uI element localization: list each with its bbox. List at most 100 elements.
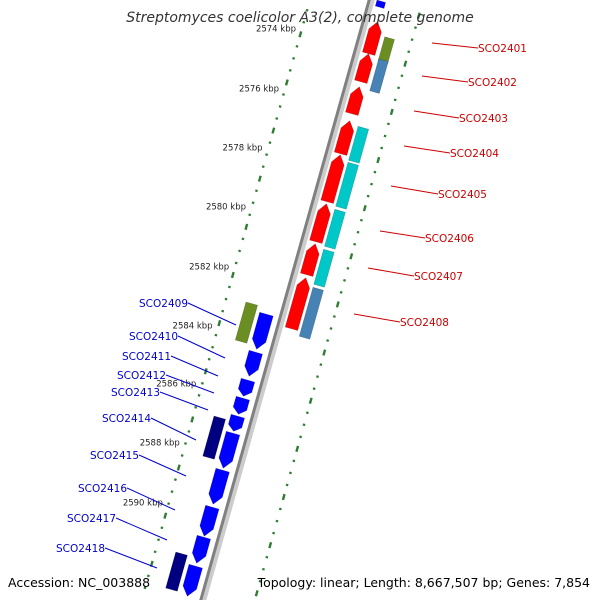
label-leader-lines <box>104 42 479 569</box>
gene-label-sco2413: SCO2413 <box>111 387 160 399</box>
tick-left <box>282 93 285 96</box>
tick-right <box>268 541 273 549</box>
leader-line <box>115 517 168 541</box>
tick-right <box>370 182 373 186</box>
feature-block <box>369 58 389 94</box>
feature-block <box>202 415 226 460</box>
gene-label-sco2406: SCO2406 <box>425 233 474 245</box>
tick-left <box>194 405 198 409</box>
scale-label: 2582 kbp <box>189 263 229 273</box>
leader-line <box>170 355 219 377</box>
gene-label-sco2407: SCO2407 <box>414 271 463 283</box>
tick-right <box>332 315 336 318</box>
feature-block <box>374 0 386 9</box>
gene-label-sco2405: SCO2405 <box>438 189 487 201</box>
tick-right <box>383 134 387 138</box>
tick-right <box>312 387 316 391</box>
tick-left <box>238 249 242 253</box>
tick-right <box>302 423 306 427</box>
backbone-shadow <box>201 0 375 600</box>
tick-right <box>413 26 417 30</box>
leader-line <box>390 185 439 195</box>
leader-line <box>150 417 197 441</box>
gene-arrows <box>182 21 382 597</box>
tick-right <box>410 38 414 42</box>
leader-line <box>403 145 451 154</box>
scale-labels: 2574 kbp 2576 kbp 2578 kbp 2580 kbp 2582 kbp… <box>123 25 296 509</box>
tick-left <box>146 574 150 578</box>
tick-right <box>403 60 408 67</box>
gene-label-sco2416: SCO2416 <box>78 483 127 495</box>
tick-right <box>386 122 390 126</box>
tick-right <box>281 493 286 501</box>
forward-gene-arrow <box>244 349 263 377</box>
gene-label-sco2408: SCO2408 <box>400 317 449 329</box>
tick-right <box>308 397 313 404</box>
tick-left <box>248 213 252 217</box>
tick-right <box>254 590 259 597</box>
tick-left <box>275 117 279 120</box>
tick-right <box>376 156 381 164</box>
gene-label-sco2403: SCO2403 <box>459 113 508 125</box>
tick-right <box>416 12 421 19</box>
feature-block <box>234 301 258 344</box>
tick-left <box>284 79 289 86</box>
tick-left <box>190 416 195 423</box>
tick-left <box>217 319 222 327</box>
tick-right <box>329 327 333 330</box>
tick-right <box>258 579 262 583</box>
reverse-gene-arrow <box>333 120 355 156</box>
tick-left <box>160 526 164 530</box>
gene-label-sco2418: SCO2418 <box>56 543 105 555</box>
tick-left <box>298 31 303 38</box>
tick-left <box>278 105 282 108</box>
tick-left <box>143 586 147 590</box>
tick-right <box>349 253 354 260</box>
tick-right <box>292 459 296 463</box>
gene-label-sco2404: SCO2404 <box>450 148 499 160</box>
tick-left <box>207 357 211 361</box>
forward-gene-arrow <box>208 467 230 505</box>
tick-left <box>197 393 201 397</box>
scale-label: 2574 kbp <box>256 25 296 35</box>
forward-gene-arrow <box>232 395 250 415</box>
accession-text: Accession: NC_003888 <box>8 575 151 590</box>
leader-line <box>159 391 209 411</box>
tick-left <box>173 478 177 481</box>
tick-left <box>157 538 160 542</box>
tick-left <box>305 8 309 12</box>
tick-right <box>295 445 300 453</box>
tick-left <box>224 297 228 301</box>
feature-block <box>335 161 359 210</box>
tick-right <box>299 435 303 439</box>
leader-line <box>421 75 469 83</box>
scale-label: 2576 kbp <box>239 85 279 95</box>
scale-label: 2580 kbp <box>206 203 246 213</box>
tick-left <box>265 153 269 157</box>
tick-right <box>278 507 282 511</box>
tick-right <box>346 266 350 270</box>
scale-label: 2584 kbp <box>173 322 213 332</box>
reverse-gene-arrow <box>309 203 331 244</box>
tick-left <box>230 271 235 279</box>
reverse-gene-arrow <box>320 154 345 204</box>
gene-label-sco2411: SCO2411 <box>122 351 171 363</box>
tick-left <box>167 502 171 506</box>
leader-line <box>367 267 415 277</box>
scale-label: 2578 kbp <box>223 144 263 154</box>
tick-right <box>389 108 394 116</box>
feature-block <box>348 125 370 164</box>
leader-line <box>431 42 479 49</box>
leader-line <box>353 313 401 323</box>
forward-gene-arrow <box>237 377 256 397</box>
reverse-gene-arrow <box>300 243 320 277</box>
forward-gene-arrow <box>251 311 274 350</box>
leader-line <box>177 335 226 359</box>
leader-line <box>413 110 460 119</box>
gene-label-sco2414: SCO2414 <box>102 413 151 425</box>
leader-line <box>165 374 215 394</box>
tick-left <box>241 237 245 241</box>
tick-right <box>359 218 363 222</box>
tick-right <box>373 170 377 174</box>
